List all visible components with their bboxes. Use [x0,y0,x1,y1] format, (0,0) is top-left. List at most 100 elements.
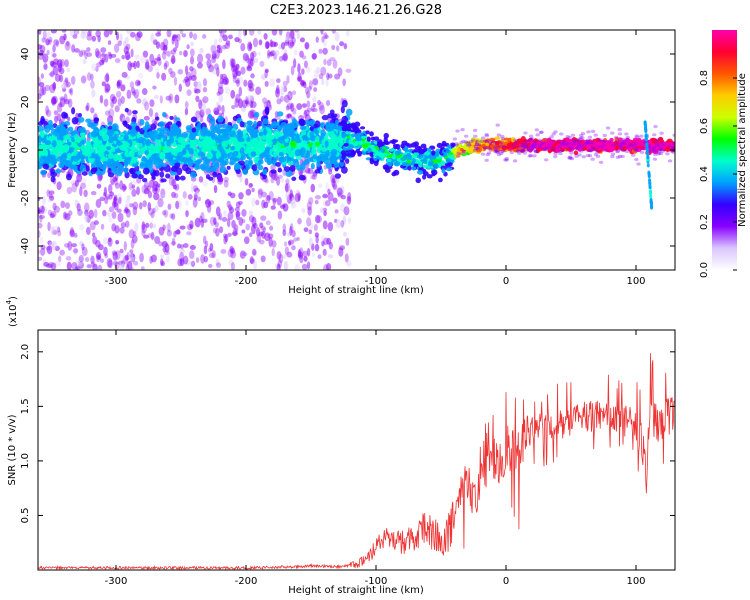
spectrogram-ridge-cell [395,154,402,158]
spectrogram-core-cell [101,128,108,135]
spectrogram-ridge-cell [587,140,593,146]
spectrogram-noise-cell [163,250,170,256]
spectrogram-noise-cell [329,57,336,62]
spectrogram-noise-cell [322,237,329,246]
spectrogram-halo-cell [574,154,579,158]
spectrogram-noise-cell [121,251,126,262]
spectrogram-noise-cell [189,224,194,229]
spectrogram-core-cell [87,146,95,154]
spectrogram-core-cell [217,115,224,123]
spectrogram-halo-cell [456,151,461,155]
spectrogram-core-cell [137,149,144,156]
spectrogram-streak-cell [644,134,648,139]
spectrogram-noise-cell [53,58,59,65]
spectrogram-noise-cell [38,209,41,215]
spectrogram-noise-cell [296,31,301,40]
spectrogram-halo-cell [617,132,623,136]
spectrogram-noise-cell [116,208,122,213]
spectrogram-noise-cell [332,59,338,69]
spectrogram-noise-cell [289,223,294,233]
spectrogram-noise-cell [119,33,123,43]
spectrogram-halo-cell [656,151,662,155]
spectrogram-halo-cell [494,146,499,150]
spectrogram-noise-cell [179,51,183,56]
spectrogram-noise-cell [118,196,122,205]
spectrogram-core-cell [75,153,82,160]
spectrogram-noise-cell [248,41,252,50]
spectrogram-noise-cell [177,68,184,75]
spectrogram-halo-cell [543,137,548,141]
spectrogram-ridge-cell [393,145,398,150]
spectrogram-noise-cell [52,229,58,235]
spectrogram-halo-cell [610,154,615,159]
spectrogram-noise-cell [103,98,109,107]
spectrogram-core-cell [200,163,206,171]
spectrogram-noise-cell [332,197,338,204]
spectrogram-noise-cell [247,41,253,52]
spectrogram-noise-cell [238,216,244,226]
spectrogram-noise-cell [39,214,43,223]
spectrogram-noise-cell [270,41,277,48]
spectrogram-core-cell [210,124,217,133]
spectrogram-halo-cell [631,142,636,146]
spectrogram-core-cell [73,148,78,156]
spectrogram-ridge-cell [424,151,431,156]
spectrogram-noise-cell [238,200,243,205]
spectrogram-noise-cell [161,72,167,81]
spectrogram-core-cell [117,136,124,141]
spectrogram-halo-cell [615,149,621,153]
spectrogram-noise-cell [69,87,74,96]
spectrogram-noise-cell [257,188,264,195]
spectrogram-core-cell [188,133,195,141]
spectrogram-ridge-cell [668,141,675,147]
spectrogram-halo-cell [479,139,484,143]
spectrogram-noise-cell [46,189,51,198]
spectrogram-noise-cell [171,191,176,198]
spectrogram-ridge-cell [360,135,367,139]
spectrogram-halo-cell [651,146,657,150]
spectrogram-ridge-cell [606,140,611,145]
spectrogram-ridge-cell [411,165,417,171]
spectrogram-core-cell [159,152,166,160]
spectrogram-core-cell [142,177,148,183]
spectrogram-ridge-cell [621,146,627,152]
spectrogram-halo-cell [472,148,478,152]
spectrogram-noise-cell [121,71,128,78]
spectrogram-halo-cell [480,136,486,140]
spectrogram-noise-cell [74,260,81,270]
spectrogram-halo-cell [461,149,467,154]
spectrogram-core-cell [148,149,154,156]
spectrogram-halo-cell [661,144,667,148]
spectrogram-halo-cell [625,138,630,142]
spectrogram-core-cell [107,121,113,126]
spectrogram-noise-cell [301,263,308,270]
spectrogram-noise-cell [59,58,65,68]
spectrogram-halo-cell [654,144,659,148]
spectrogram-noise-cell [105,72,110,83]
spectrogram-halo-cell [652,150,657,154]
spectrogram-noise-cell [230,262,235,270]
spectrogram-noise-cell [189,31,193,39]
spectrogram-noise-cell [309,222,314,230]
spectrogram-core-cell [193,150,198,158]
spectrogram-halo-cell [533,149,538,153]
spectrogram-noise-cell [192,185,199,192]
spectrogram-halo-cell [504,158,509,162]
spectrogram-noise-cell [294,264,300,270]
spectrogram-noise-cell [262,227,266,233]
spectrogram-core-cell [305,152,310,159]
spectrogram-noise-cell [123,208,130,214]
spectrogram-noise-cell [189,48,195,57]
spectrogram-noise-cell [299,50,304,58]
spectrogram-noise-cell [223,179,229,188]
spectrogram-noise-cell [45,105,49,116]
spectrogram-core-cell [80,154,86,160]
spectrogram-noise-cell [52,202,57,211]
spectrogram-noise-cell [280,41,286,50]
spectrogram-noise-cell [57,230,62,237]
spectrogram-core-cell [323,156,329,165]
spectrogram-noise-cell [301,55,307,60]
spectrogram-noise-cell [92,236,98,245]
spectrogram-noise-cell [260,255,266,263]
